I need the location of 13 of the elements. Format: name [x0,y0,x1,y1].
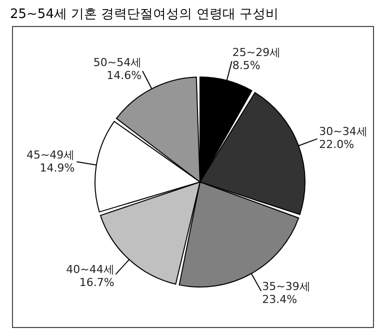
slice-label: 40~44세 [66,262,114,276]
data-label: 14.6% [106,69,142,82]
slice-label: 25~29세 [232,46,281,60]
data-label: 8.5% [232,59,260,72]
data-label: 23.4% [262,292,298,306]
slice-label: 50~54세 [93,56,142,70]
data-label: 16.7% [79,276,114,289]
slice-label: 35~39세 [262,280,310,293]
slice-label: 45~49세 [26,148,75,162]
chart-title: 25~54세 기혼 경력단절여성의 연령대 구성비 [10,6,280,24]
slice-label: 30~34세 [319,125,368,138]
data-label: 22.0% [319,138,354,152]
data-label: 14.9% [40,161,75,174]
